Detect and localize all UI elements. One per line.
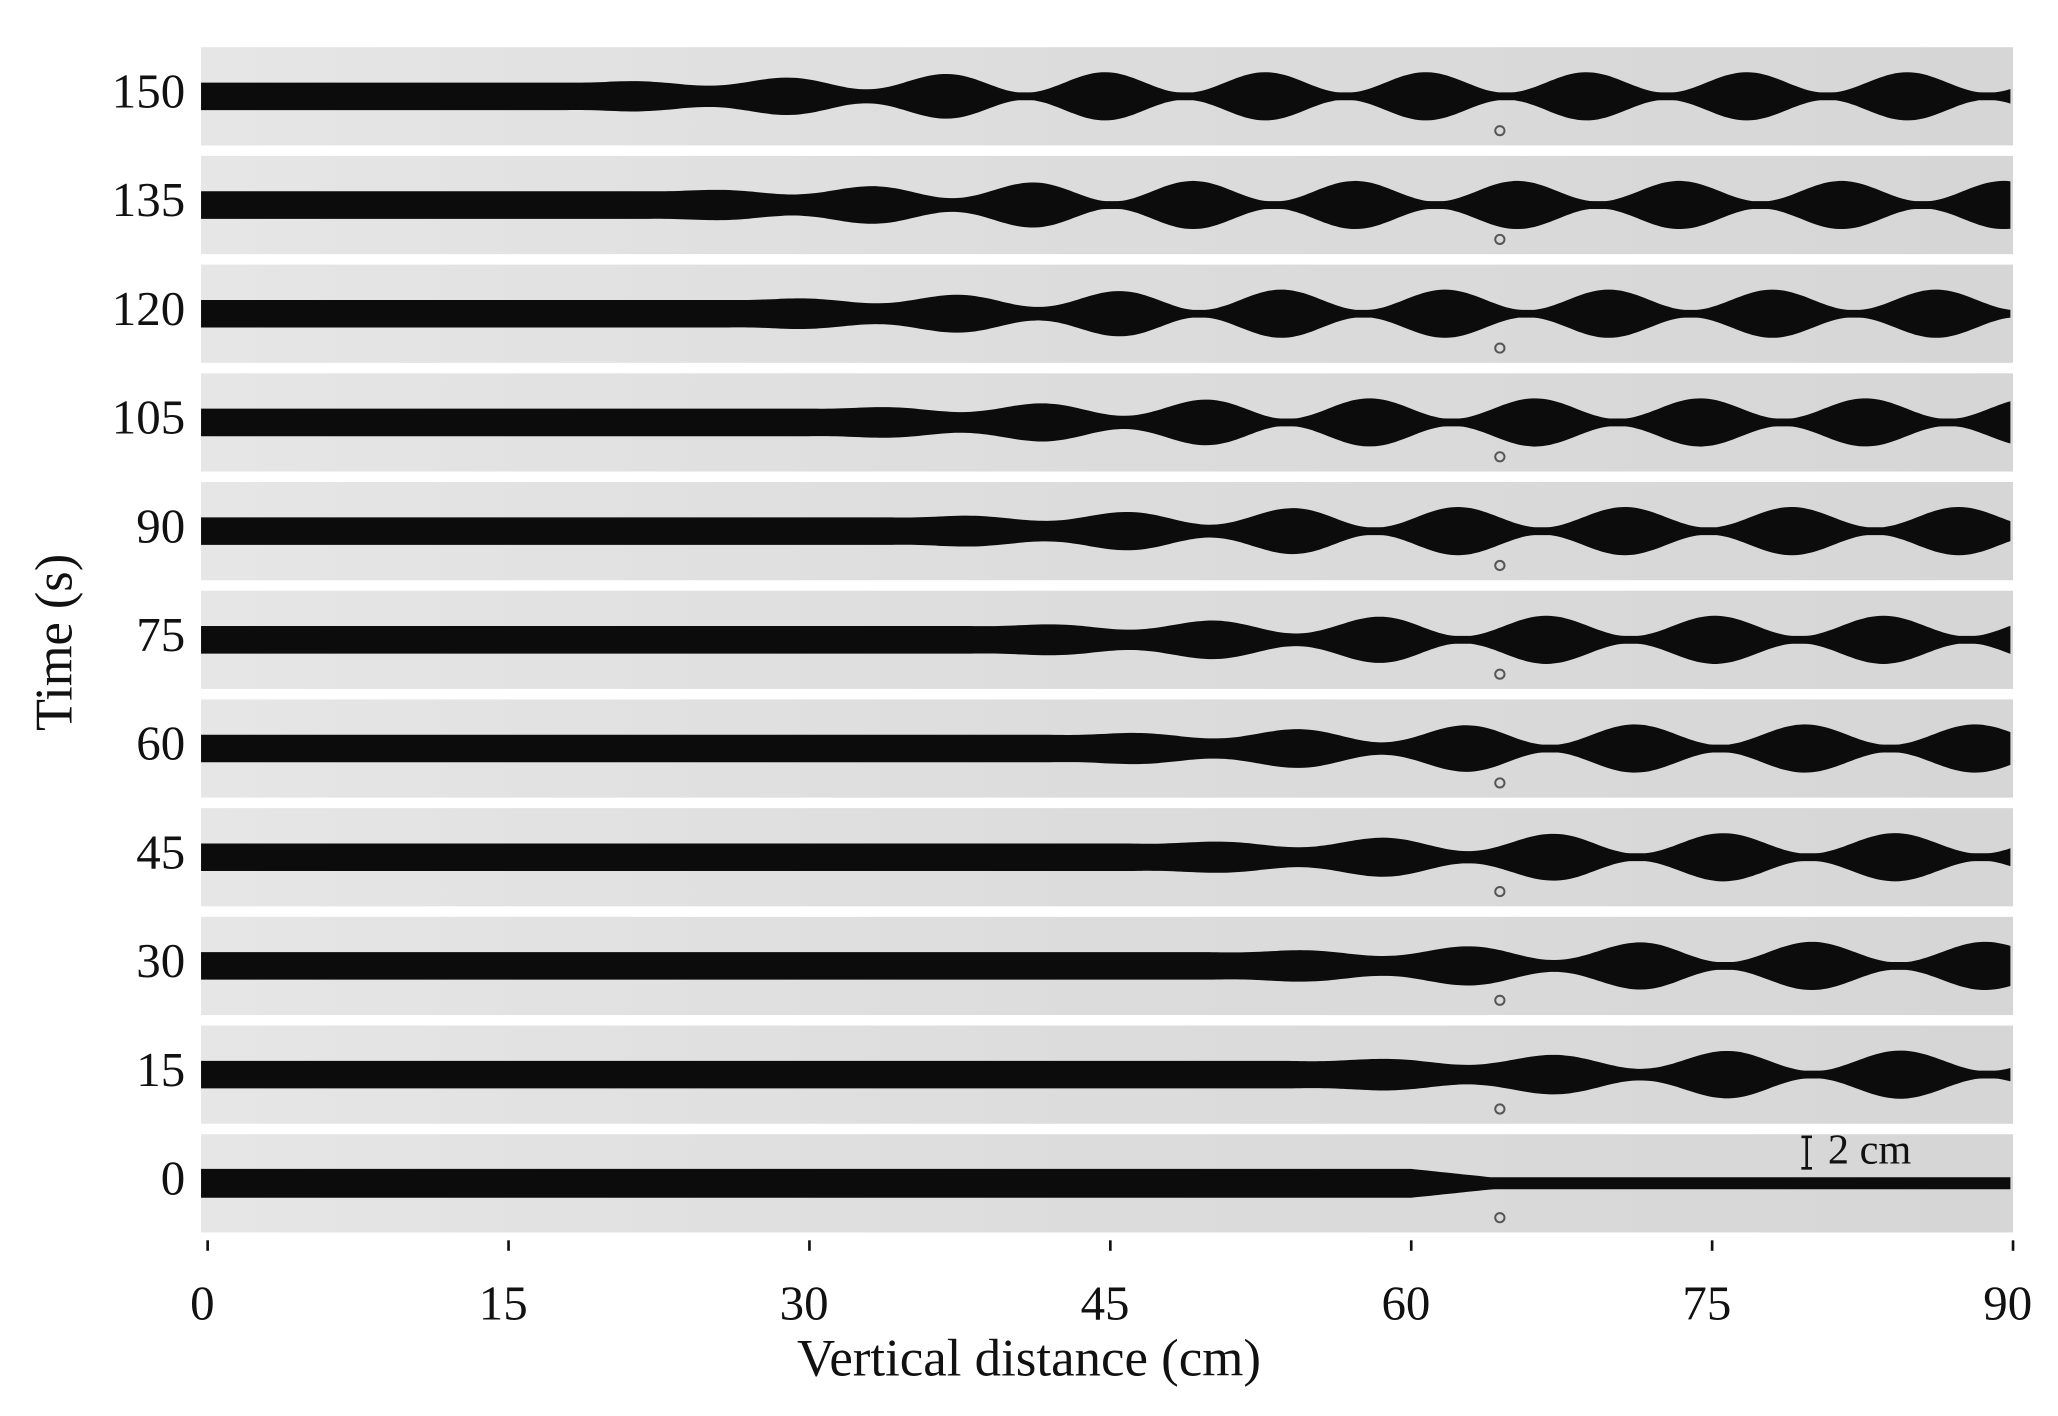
row-label: 105: [112, 391, 185, 445]
jet: [201, 1168, 2011, 1198]
jet: [201, 289, 2011, 338]
row-label: 0: [161, 1152, 185, 1206]
x-tick-label: 75: [1682, 1277, 1731, 1331]
jet: [201, 507, 2011, 556]
bubble: [1494, 994, 1506, 1006]
bubble: [1494, 1103, 1506, 1115]
jet: [201, 615, 2011, 664]
bubble: [1494, 668, 1506, 680]
x-tick-label: 15: [479, 1277, 528, 1331]
bubble: [1494, 233, 1506, 245]
row-label: 120: [112, 282, 185, 336]
x-tick-label: 0: [190, 1277, 214, 1331]
bubble: [1494, 125, 1506, 137]
row-label: 60: [136, 717, 185, 771]
row-label: 90: [136, 499, 185, 553]
row-label: 150: [112, 65, 185, 119]
jet: [201, 833, 2011, 882]
row-label: 135: [112, 173, 185, 227]
bubble: [1494, 451, 1506, 463]
scale-bar-label: 2 cm: [1828, 1127, 1912, 1174]
bubble: [1494, 1212, 1506, 1224]
x-tick-label: 45: [1081, 1277, 1130, 1331]
row-label: 30: [136, 934, 185, 988]
bubble: [1494, 342, 1506, 354]
row-label: 45: [136, 826, 185, 880]
jet: [201, 72, 2011, 121]
row-label: 15: [136, 1043, 185, 1097]
jet: [201, 398, 2011, 447]
jet: [201, 941, 2011, 991]
x-tick-label: 60: [1381, 1277, 1430, 1331]
jet: [201, 1050, 2011, 1099]
bubble: [1494, 886, 1506, 898]
jet: [201, 724, 2011, 773]
row-label: 75: [136, 608, 185, 662]
x-tick-label: 90: [1983, 1277, 2032, 1331]
bubble: [1494, 777, 1506, 789]
y-axis-label: Time (s): [25, 554, 83, 731]
bubble: [1494, 559, 1506, 572]
x-axis-label: Vertical distance (cm): [797, 1330, 1261, 1388]
x-tick-label: 30: [780, 1277, 829, 1331]
jet: [201, 180, 2011, 230]
